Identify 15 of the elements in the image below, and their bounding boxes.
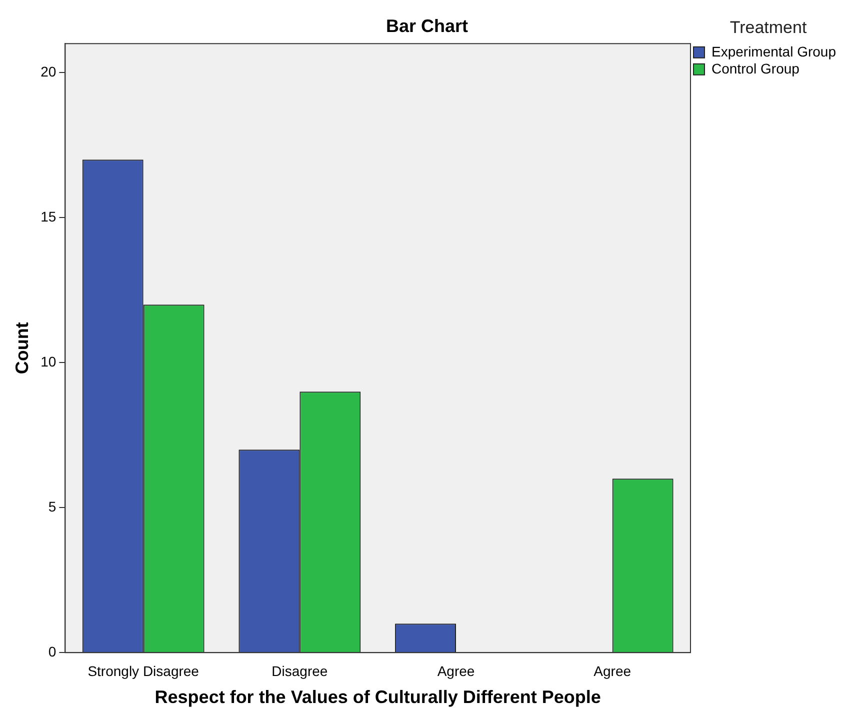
y-tick-label: 10 — [40, 353, 56, 370]
legend-label: Control Group — [711, 60, 800, 76]
x-tick-label: Strongly Disagree — [88, 662, 200, 679]
y-tick-label: 0 — [48, 643, 56, 660]
y-tick-label: 15 — [40, 208, 56, 224]
chart-title: Bar Chart — [386, 16, 468, 36]
x-tick-label: Agree — [437, 662, 475, 679]
x-tick-label: Agree — [594, 662, 632, 679]
y-axis-title: Count — [12, 322, 32, 374]
legend-title: Treatment — [730, 18, 807, 38]
x-axis-title: Respect for the Values of Culturally Different People — [154, 687, 601, 708]
legend-label: Experimental Group — [711, 43, 836, 60]
x-tick-label: Disagree — [272, 662, 328, 679]
y-tick-label: 20 — [40, 63, 56, 80]
y-tick-label: 5 — [48, 498, 56, 514]
